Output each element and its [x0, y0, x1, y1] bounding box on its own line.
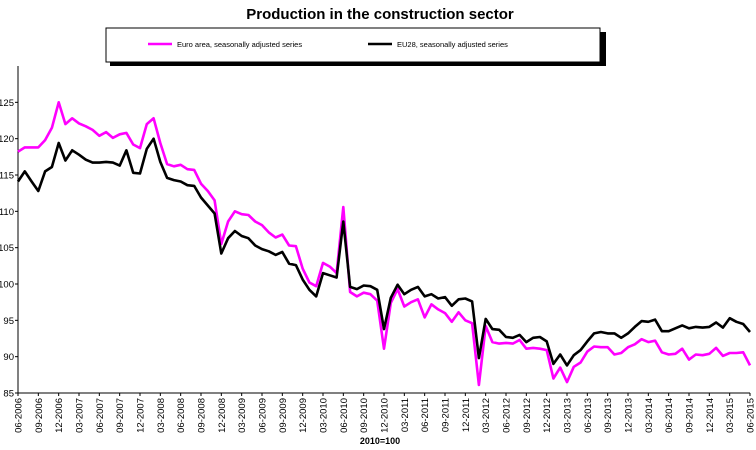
y-tick-label: 100	[0, 280, 14, 291]
x-tick-label: 06-2011	[420, 398, 431, 432]
x-tick-label: 06-2008	[176, 398, 187, 433]
x-tick-label: 12-2013	[624, 398, 635, 433]
x-tick-label: 03-2014	[644, 398, 655, 433]
y-tick-label: 95	[3, 316, 14, 327]
x-tick-label: 12-2008	[217, 398, 228, 433]
legend-box	[105, 27, 601, 63]
legend: Euro area, seasonally adjusted series EU…	[105, 27, 606, 66]
x-tick-label: 09-2006	[34, 398, 45, 433]
x-tick-label: 03-2007	[75, 398, 86, 433]
x-tick-label: 09-2008	[197, 398, 208, 433]
legend-label-eu28: EU28, seasonally adjusted series	[397, 40, 508, 49]
x-tick-label: 12-2010	[380, 398, 391, 433]
x-axis-note: 2010=100	[360, 436, 400, 446]
chart-title: Production in the construction sector	[246, 6, 514, 23]
x-tick-label: 06-2006	[14, 398, 25, 433]
y-tick-label: 115	[0, 171, 14, 182]
x-tick-label: 09-2009	[278, 398, 289, 433]
x-tick-label: 12-2006	[54, 398, 65, 433]
x-tick-label: 09-2007	[115, 398, 126, 433]
x-tick-label: 09-2010	[359, 398, 370, 433]
x-tick-label: 12-2014	[705, 398, 716, 433]
y-tick-label: 85	[3, 389, 14, 400]
x-tick-label: 06-2012	[502, 398, 513, 433]
x-tick-label: 12-2011	[461, 398, 472, 432]
x-tick-label: 03-2008	[156, 398, 167, 433]
y-tick-label: 120	[0, 134, 14, 145]
x-tick-label: 12-2012	[542, 398, 553, 433]
x-tick-label: 06-2010	[339, 398, 350, 433]
series-layer	[16, 101, 752, 387]
x-tick-label: 06-2014	[664, 398, 675, 433]
series-line-eu28	[16, 137, 751, 367]
x-tick-label: 06-2007	[95, 398, 106, 433]
y-tick-label: 105	[0, 243, 14, 254]
x-tick-label: 12-2009	[298, 398, 309, 433]
y-tick-label: 125	[0, 98, 14, 109]
x-tick-label: 03-2011	[400, 398, 411, 432]
x-tick-label: 06-2009	[258, 398, 269, 433]
x-tick-label: 12-2007	[136, 398, 147, 433]
y-tick-label: 90	[3, 352, 14, 363]
x-tick-label: 09-2011	[441, 398, 452, 432]
legend-shadow	[600, 32, 606, 64]
x-tick-label: 06-2013	[583, 398, 594, 433]
x-tick-label: 09-2014	[685, 398, 696, 433]
legend-shadow-bottom	[110, 62, 606, 66]
x-tick-label: 03-2010	[319, 398, 330, 433]
x-tick-label: 03-2015	[725, 398, 736, 433]
legend-label-euro-area: Euro area, seasonally adjusted series	[177, 40, 302, 49]
x-tick-label: 09-2013	[603, 398, 614, 433]
series-line-euro-area	[17, 101, 752, 387]
x-tick-label: 06-2015	[746, 398, 756, 433]
axes: 85 90 95 100 105 110 115 120 125 06-2006 09-2006 12…	[0, 66, 756, 433]
x-tick-label: 03-2013	[563, 398, 574, 433]
y-tick-label: 110	[0, 207, 14, 218]
x-tick-label: 03-2012	[481, 398, 492, 433]
x-tick-label: 09-2012	[522, 398, 533, 433]
x-tick-label: 03-2009	[237, 398, 248, 433]
